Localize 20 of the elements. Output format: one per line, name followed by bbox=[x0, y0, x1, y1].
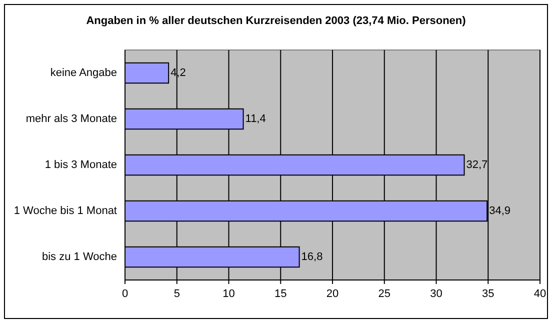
x-tick-label: 30 bbox=[430, 288, 442, 300]
y-tick-label: 1 bis 3 Monate bbox=[44, 159, 117, 171]
y-tick-label: bis zu 1 Woche bbox=[42, 251, 117, 263]
bar bbox=[124, 62, 170, 84]
y-tick-label: keine Angabe bbox=[50, 67, 117, 79]
data-label: 34,9 bbox=[489, 205, 511, 217]
y-tick-label: mehr als 3 Monate bbox=[26, 113, 117, 125]
x-tick-label: 10 bbox=[222, 288, 235, 300]
x-tick-label: 20 bbox=[326, 288, 339, 300]
x-tick-label: 0 bbox=[122, 288, 128, 300]
x-tick-label: 40 bbox=[534, 288, 546, 300]
x-tick-label: 35 bbox=[482, 288, 494, 300]
data-label: 32,7 bbox=[466, 159, 488, 171]
x-tick-label: 15 bbox=[274, 288, 287, 300]
data-label: 16,8 bbox=[301, 251, 323, 263]
x-tick-label: 25 bbox=[378, 288, 390, 300]
chart-title: Angaben in % aller deutschen Kurzreisenden 2003 (23,74 Mio. Personen) bbox=[86, 15, 466, 27]
x-tick-label: 5 bbox=[174, 288, 180, 300]
data-label: 11,4 bbox=[245, 113, 266, 125]
y-tick-label: 1 Woche bis 1 Monat bbox=[14, 205, 117, 217]
